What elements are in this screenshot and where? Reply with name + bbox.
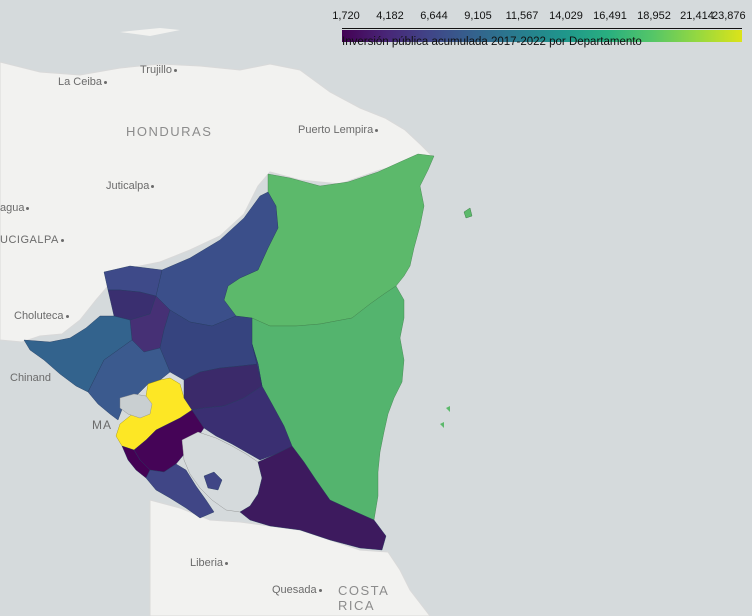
place-juticalpa: Juticalpa bbox=[106, 180, 156, 192]
color-legend: 1,720 4,182 6,644 9,105 11,567 14,029 16… bbox=[326, 8, 746, 50]
place-choluteca: Choluteca bbox=[14, 310, 71, 322]
legend-tick: 1,720 bbox=[332, 10, 360, 22]
place-managua: MA bbox=[92, 418, 112, 432]
corn-island bbox=[463, 207, 473, 219]
place-dot-icon bbox=[375, 128, 379, 132]
place-label: Trujillo bbox=[140, 64, 172, 76]
place-puerto-lempira: Puerto Lempira bbox=[298, 124, 380, 136]
legend-tick: 18,952 bbox=[637, 10, 671, 22]
region-rivas[interactable] bbox=[145, 463, 215, 519]
place-liberia: Liberia bbox=[190, 557, 230, 569]
nicaragua-departments bbox=[23, 153, 435, 551]
place-label: MA bbox=[92, 418, 112, 432]
legend-ticks: 1,720 4,182 6,644 9,105 11,567 14,029 16… bbox=[326, 10, 746, 24]
legend-tick: 9,105 bbox=[464, 10, 492, 22]
region-zelaya-central[interactable] bbox=[251, 343, 263, 387]
legend-colorbar bbox=[342, 30, 742, 42]
legend-title: Inversión pública acumulada 2017-2022 po… bbox=[342, 36, 642, 48]
country-costa-rica-line1: COSTA bbox=[338, 583, 390, 598]
country-honduras: HONDURAS bbox=[126, 124, 213, 139]
place-trujillo: Trujillo bbox=[140, 64, 179, 76]
place-label: Quesada bbox=[272, 584, 317, 596]
bay-islands bbox=[120, 28, 180, 36]
place-comayagua: agua bbox=[0, 202, 31, 214]
region-rio-san-juan[interactable] bbox=[239, 445, 387, 551]
place-label: La Ceiba bbox=[58, 76, 103, 88]
legend-tick: 11,567 bbox=[505, 10, 539, 22]
place-dot-icon bbox=[174, 68, 177, 72]
place-dot-icon bbox=[225, 561, 229, 565]
small-cays bbox=[440, 406, 450, 428]
place-label: Puerto Lempira bbox=[298, 124, 374, 136]
place-dot-icon bbox=[26, 206, 30, 210]
place-label: UCIGALPA bbox=[0, 234, 59, 246]
lake-managua bbox=[119, 393, 153, 419]
place-dot-icon bbox=[65, 314, 69, 318]
region-ometepe[interactable] bbox=[203, 471, 223, 491]
place-label: Chinand bbox=[10, 372, 51, 384]
place-dot-icon bbox=[60, 238, 64, 242]
place-label: agua bbox=[0, 202, 25, 214]
legend-axis-line bbox=[342, 28, 742, 29]
legend-tick: 23,876 bbox=[712, 10, 746, 22]
place-chinandega: Chinand bbox=[10, 372, 51, 384]
place-label: Juticalpa bbox=[106, 180, 150, 192]
place-tegucigalpa: UCIGALPA bbox=[0, 234, 66, 246]
place-la-ceiba: La Ceiba bbox=[58, 76, 109, 88]
place-dot-icon bbox=[151, 184, 155, 188]
place-dot-icon bbox=[104, 80, 108, 84]
costa-rica-land bbox=[149, 499, 431, 616]
place-label: Liberia bbox=[190, 557, 224, 569]
region-leon[interactable] bbox=[87, 339, 171, 421]
place-quesada: Quesada bbox=[272, 584, 324, 596]
place-dot-icon bbox=[318, 588, 322, 592]
legend-tick: 6,644 bbox=[420, 10, 448, 22]
legend-tick: 21,414 bbox=[680, 10, 714, 22]
legend-tick: 4,182 bbox=[376, 10, 404, 22]
legend-tick: 16,491 bbox=[593, 10, 627, 22]
legend-tick: 14,029 bbox=[549, 10, 583, 22]
place-label: Choluteca bbox=[14, 310, 64, 322]
country-costa-rica-line2: RICA bbox=[338, 598, 376, 613]
